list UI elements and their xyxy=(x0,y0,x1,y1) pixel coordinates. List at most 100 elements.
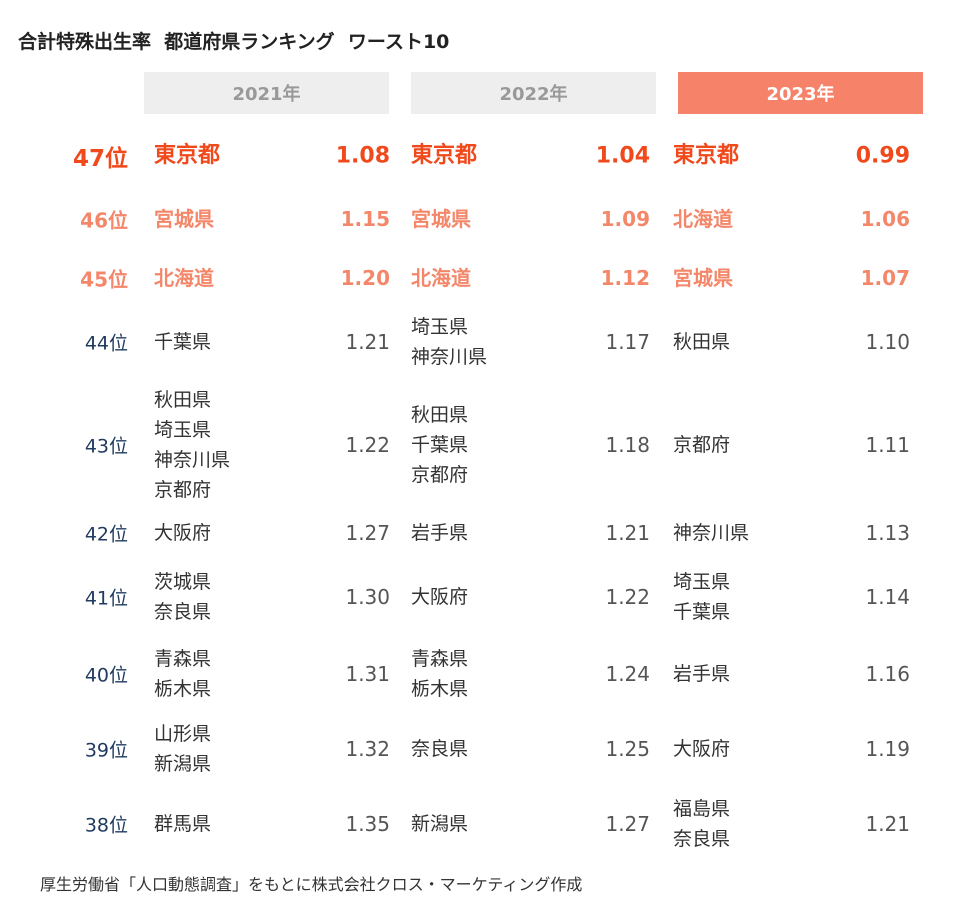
rate-value: 1.07 xyxy=(860,266,910,290)
prefecture-name: 茨城県 xyxy=(154,571,212,593)
prefecture-name: 北海道 xyxy=(673,207,733,231)
rank-label: 40位 xyxy=(84,664,128,687)
rate-value: 1.24 xyxy=(605,662,650,686)
prefecture-cell: 秋田県 埼玉県 神奈川県 京都府 xyxy=(154,385,230,505)
rate-value: 1.15 xyxy=(340,207,390,231)
prefecture-name: 大阪府 xyxy=(154,522,212,544)
rank-label: 46位 xyxy=(80,208,128,233)
prefecture-name: 青森県 xyxy=(411,648,469,670)
rate-value: 1.19 xyxy=(865,737,910,761)
rank-label: 42位 xyxy=(84,523,128,546)
prefecture-cell: 京都府 xyxy=(673,430,730,460)
prefecture-name: 新潟県 xyxy=(411,813,469,835)
rate-value: 1.21 xyxy=(865,812,910,836)
prefecture-name: 栃木県 xyxy=(154,678,212,700)
rate-value: 1.04 xyxy=(595,143,650,169)
prefecture-cell: 宮城県 xyxy=(411,204,471,234)
prefecture-name: 千葉県 xyxy=(411,434,469,456)
rank-label: 43位 xyxy=(84,435,128,458)
prefecture-cell: 北海道 xyxy=(673,204,733,234)
source-note: 厚生労働省「人口動態調査」をもとに株式会社クロス・マーケティング作成 xyxy=(40,875,583,894)
prefecture-cell: 秋田県 xyxy=(673,327,730,357)
prefecture-cell: 千葉県 xyxy=(154,327,211,357)
prefecture-name: 京都府 xyxy=(154,479,212,501)
prefecture-cell: 福島県 奈良県 xyxy=(673,794,730,854)
rate-value: 0.99 xyxy=(855,143,910,169)
prefecture-name: 山形県 xyxy=(154,723,212,745)
prefecture-name: 北海道 xyxy=(411,266,471,290)
prefecture-cell: 北海道 xyxy=(411,263,471,293)
prefecture-cell: 茨城県 奈良県 xyxy=(154,567,211,627)
prefecture-name: 埼玉県 xyxy=(411,316,469,338)
prefecture-name: 大阪府 xyxy=(411,586,469,608)
prefecture-name: 青森県 xyxy=(154,648,212,670)
rate-value: 1.08 xyxy=(335,143,390,169)
rate-value: 1.22 xyxy=(605,585,650,609)
prefecture-name: 東京都 xyxy=(673,143,740,168)
prefecture-cell: 青森県 栃木県 xyxy=(154,644,211,704)
rank-label: 39位 xyxy=(84,739,128,762)
rate-value: 1.22 xyxy=(345,433,390,457)
rate-value: 1.21 xyxy=(345,330,390,354)
rank-label: 41位 xyxy=(84,587,128,610)
year-header-1: 2021年 xyxy=(144,72,389,114)
prefecture-name: 栃木県 xyxy=(411,678,469,700)
rate-value: 1.12 xyxy=(600,266,650,290)
prefecture-name: 秋田県 xyxy=(411,404,469,426)
prefecture-name: 群馬県 xyxy=(154,813,212,835)
rate-value: 1.25 xyxy=(605,737,650,761)
prefecture-cell: 北海道 xyxy=(154,263,214,293)
rate-value: 1.32 xyxy=(345,737,390,761)
rate-value: 1.18 xyxy=(605,433,650,457)
prefecture-name: 神奈川県 xyxy=(154,449,231,471)
prefecture-cell: 東京都 xyxy=(154,141,220,171)
prefecture-cell: 大阪府 xyxy=(154,518,211,548)
prefecture-name: 埼玉県 xyxy=(673,571,731,593)
rate-value: 1.35 xyxy=(345,812,390,836)
prefecture-cell: 宮城県 xyxy=(154,204,214,234)
rate-value: 1.27 xyxy=(605,812,650,836)
rate-value: 1.21 xyxy=(605,521,650,545)
year-header-2: 2022年 xyxy=(411,72,656,114)
rate-value: 1.30 xyxy=(345,585,390,609)
prefecture-name: 千葉県 xyxy=(673,601,731,623)
rate-value: 1.20 xyxy=(340,266,390,290)
prefecture-cell: 秋田県 千葉県 京都府 xyxy=(411,400,468,490)
rate-value: 1.10 xyxy=(865,330,910,354)
prefecture-cell: 山形県 新潟県 xyxy=(154,719,211,779)
prefecture-name: 宮城県 xyxy=(673,266,733,290)
prefecture-name: 岩手県 xyxy=(673,663,731,685)
prefecture-name: 新潟県 xyxy=(154,753,212,775)
rank-label: 45位 xyxy=(80,267,128,292)
prefecture-name: 宮城県 xyxy=(411,207,471,231)
year-header-3: 2023年 xyxy=(678,72,923,114)
prefecture-name: 秋田県 xyxy=(154,389,212,411)
prefecture-name: 福島県 xyxy=(673,798,731,820)
prefecture-name: 宮城県 xyxy=(154,207,214,231)
chart-title: 合計特殊出生率 都道府県ランキング ワースト10 xyxy=(18,31,450,53)
rate-value: 1.27 xyxy=(345,521,390,545)
prefecture-name: 大阪府 xyxy=(673,738,731,760)
prefecture-name: 奈良県 xyxy=(154,601,212,623)
prefecture-name: 京都府 xyxy=(411,464,469,486)
rate-value: 1.11 xyxy=(865,433,910,457)
prefecture-cell: 群馬県 xyxy=(154,809,211,839)
rate-value: 1.14 xyxy=(865,585,910,609)
prefecture-name: 秋田県 xyxy=(673,331,731,353)
rate-value: 1.13 xyxy=(865,521,910,545)
prefecture-cell: 東京都 xyxy=(411,141,477,171)
prefecture-cell: 東京都 xyxy=(673,141,739,171)
prefecture-cell: 岩手県 xyxy=(411,518,468,548)
prefecture-name: 北海道 xyxy=(154,266,214,290)
prefecture-name: 京都府 xyxy=(673,434,731,456)
prefecture-name: 千葉県 xyxy=(154,331,212,353)
prefecture-cell: 神奈川県 xyxy=(673,518,749,548)
prefecture-cell: 埼玉県 神奈川県 xyxy=(411,312,487,372)
prefecture-name: 岩手県 xyxy=(411,522,469,544)
prefecture-cell: 宮城県 xyxy=(673,263,733,293)
rank-label: 47位 xyxy=(72,146,128,172)
prefecture-name: 神奈川県 xyxy=(411,346,488,368)
prefecture-cell: 青森県 栃木県 xyxy=(411,644,468,704)
prefecture-name: 東京都 xyxy=(154,143,221,168)
rate-value: 1.16 xyxy=(865,662,910,686)
